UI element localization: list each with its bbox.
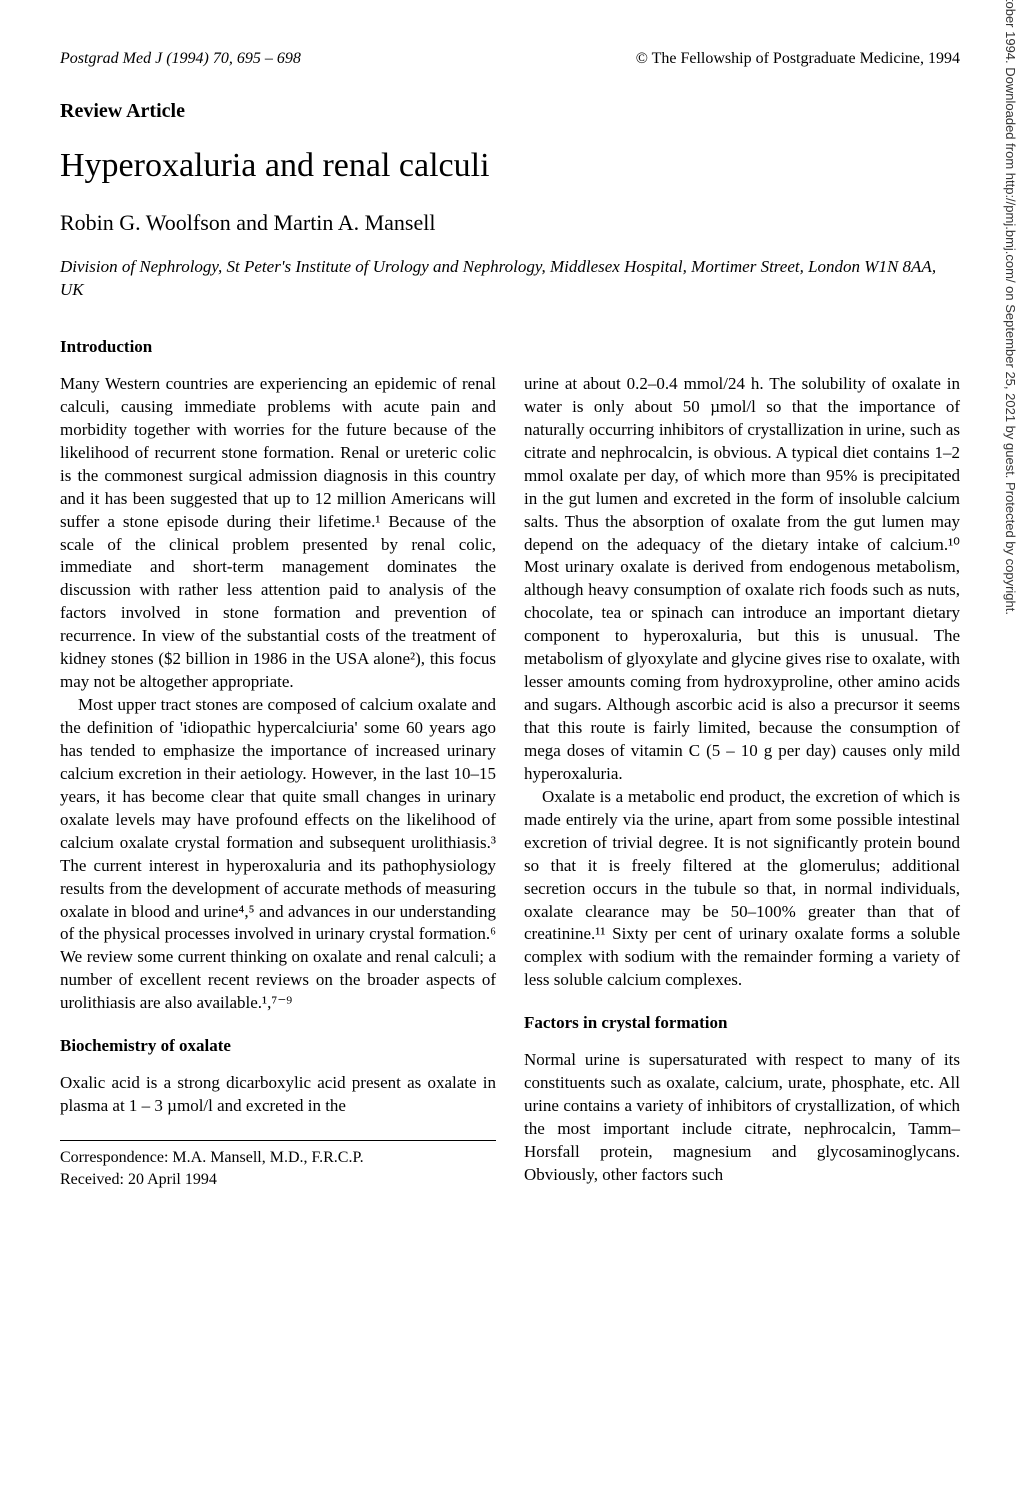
article-title: Hyperoxaluria and renal calculi bbox=[60, 143, 960, 189]
author-affiliation: Division of Nephrology, St Peter's Insti… bbox=[60, 256, 960, 302]
article-authors: Robin G. Woolfson and Martin A. Mansell bbox=[60, 208, 960, 238]
copyright-notice: © The Fellowship of Postgraduate Medicin… bbox=[636, 48, 960, 70]
right-column: urine at about 0.2–0.4 mmol/24 h. The so… bbox=[524, 373, 960, 1190]
correspondence-line-1: Correspondence: M.A. Mansell, M.D., F.R.… bbox=[60, 1147, 496, 1169]
factors-paragraph-1: Normal urine is supersaturated with resp… bbox=[524, 1049, 960, 1187]
correspondence-line-2: Received: 20 April 1994 bbox=[60, 1169, 496, 1191]
intro-paragraph-2: Most upper tract stones are composed of … bbox=[60, 694, 496, 1015]
right-paragraph-1: urine at about 0.2–0.4 mmol/24 h. The so… bbox=[524, 373, 960, 786]
journal-reference: Postgrad Med J (1994) 70, 695 – 698 bbox=[60, 48, 301, 70]
biochemistry-paragraph-1: Oxalic acid is a strong dicarboxylic aci… bbox=[60, 1072, 496, 1118]
review-article-label: Review Article bbox=[60, 98, 960, 125]
correspondence-block: Correspondence: M.A. Mansell, M.D., F.R.… bbox=[60, 1140, 496, 1190]
header-row: Postgrad Med J (1994) 70, 695 – 698 © Th… bbox=[60, 48, 960, 70]
intro-paragraph-1: Many Western countries are experiencing … bbox=[60, 373, 496, 694]
biochemistry-heading: Biochemistry of oxalate bbox=[60, 1035, 496, 1058]
right-paragraph-2: Oxalate is a metabolic end product, the … bbox=[524, 786, 960, 992]
introduction-heading: Introduction bbox=[60, 336, 960, 359]
factors-heading: Factors in crystal formation bbox=[524, 1012, 960, 1035]
vertical-sidebar-text: Postgrad Med J: first published as 10.11… bbox=[1001, 0, 1019, 615]
two-column-body: Many Western countries are experiencing … bbox=[60, 373, 960, 1190]
left-column: Many Western countries are experiencing … bbox=[60, 373, 496, 1190]
